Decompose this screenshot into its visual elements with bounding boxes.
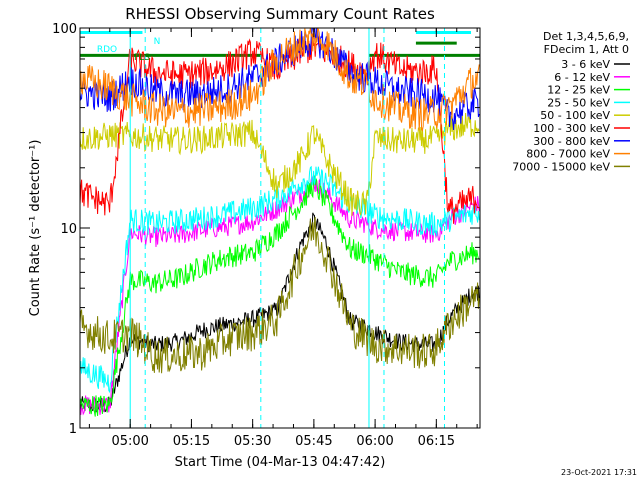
- legend-entry-label: 25 - 50 keV: [547, 96, 610, 109]
- y-tick-label: 100: [52, 22, 77, 37]
- legend-entry-label: 3 - 6 keV: [561, 58, 610, 71]
- series-line-8: [80, 28, 480, 132]
- flag-label-n: N: [154, 37, 161, 47]
- series-line-3: [80, 175, 480, 417]
- series-group: [80, 28, 480, 417]
- day-night-markers: [129, 28, 445, 428]
- legend-entry-label: 6 - 12 keV: [554, 71, 610, 84]
- flag-label-rdo: RDO: [97, 45, 117, 55]
- y-tick-label: 10: [60, 222, 77, 237]
- x-tick-label: 06:00: [356, 434, 393, 449]
- x-tick-label: 05:00: [111, 434, 148, 449]
- y-axis: 1 10 100: [52, 22, 480, 437]
- x-axis-label: Start Time (04-Mar-13 04:47:42): [175, 455, 386, 470]
- x-tick-label: 05:30: [234, 434, 271, 449]
- legend-entry-label: 800 - 7000 keV: [526, 148, 610, 161]
- x-tick-label: 05:45: [295, 434, 332, 449]
- x-tick-label: 06:15: [418, 434, 455, 449]
- legend-entry-label: 7000 - 15000 keV: [512, 160, 610, 173]
- y-tick-label: 1: [69, 422, 77, 437]
- series-line-5: [80, 112, 480, 216]
- x-tick-label: 05:15: [173, 434, 210, 449]
- plot-area: [80, 28, 480, 428]
- series-line-7: [80, 28, 480, 131]
- legend-entry-label: 12 - 25 keV: [547, 84, 610, 97]
- y-axis-label: Count Rate (s⁻¹ detector⁻¹): [28, 140, 43, 317]
- series-line-4: [80, 165, 480, 394]
- series-line-9: [80, 216, 480, 374]
- legend-entry-label: 50 - 100 keV: [540, 109, 610, 122]
- chart-title: RHESSI Observing Summary Count Rates: [125, 5, 435, 23]
- x-axis: 05:00 05:15 05:30 05:45 06:00 06:15: [88, 28, 478, 449]
- flag-label-fls: FLS: [134, 53, 150, 63]
- series-line-2: [80, 176, 480, 416]
- timestamp: 23-Oct-2021 17:31: [561, 468, 637, 477]
- legend-header: FDecim 1, Att 0: [544, 43, 629, 56]
- legend-header: Det 1,3,4,5,6,9,: [543, 30, 629, 43]
- legend: Det 1,3,4,5,6,9,FDecim 1, Att 0 3 - 6 keV…: [512, 30, 630, 173]
- flag-labels: RDO N FLS: [97, 37, 161, 63]
- legend-entry-label: 100 - 300 keV: [533, 122, 610, 135]
- legend-entry-label: 300 - 800 keV: [533, 135, 610, 148]
